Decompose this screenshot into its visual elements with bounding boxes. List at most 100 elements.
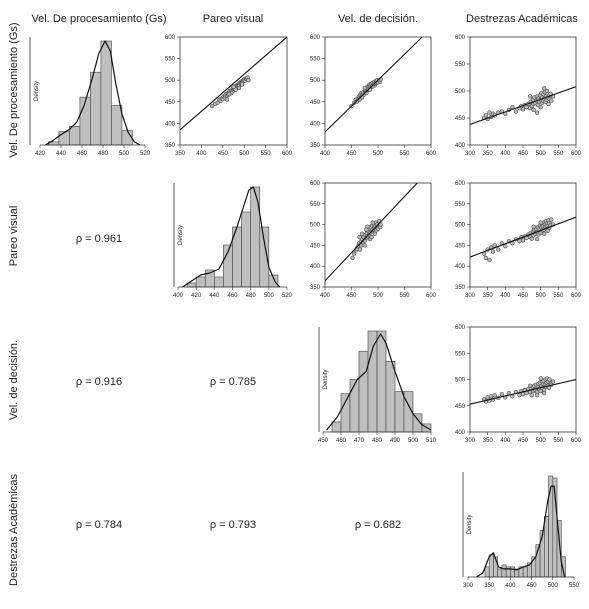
y-tick-label: 400	[165, 121, 176, 127]
data-point	[209, 103, 215, 109]
correlation-label-r3c0: ρ = 0.784	[76, 519, 122, 531]
histogram-bar	[100, 40, 112, 146]
data-point	[529, 236, 534, 241]
x-tick-label: 500	[373, 293, 384, 299]
histogram-panel-2: Density 450 460 470 480 490 500 510	[318, 327, 437, 444]
histogram-panel-3: Density 300 350 400 450 500 550	[462, 472, 580, 589]
data-point	[499, 392, 504, 397]
histogram-bar	[111, 105, 123, 146]
correlation-label-r3c2: ρ = 0.682	[355, 519, 401, 531]
y-tick-label: 400	[455, 143, 466, 149]
data-point	[544, 88, 550, 94]
data-point	[231, 84, 236, 89]
fit-line	[180, 37, 287, 131]
x-tick-label: 460	[336, 438, 347, 444]
x-tick-label: 300	[465, 151, 476, 157]
data-point	[531, 107, 536, 113]
data-point	[549, 98, 554, 103]
x-tick-label: 510	[426, 438, 437, 444]
x-tick-label: 400	[500, 438, 511, 444]
data-point	[529, 393, 534, 398]
y-tick-label: 450	[455, 404, 466, 410]
density-label: Density	[178, 225, 184, 245]
x-tick-label: 400	[505, 583, 516, 589]
scatter-panel-r0c3: 300 350 400 450 500 550 600 400 450 500 550 600	[455, 35, 582, 157]
y-tick-label: 600	[455, 325, 466, 331]
x-tick-label: 550	[553, 151, 564, 157]
histogram-bar	[394, 391, 405, 433]
data-point	[546, 101, 551, 107]
x-tick-label: 500	[408, 438, 419, 444]
x-tick-label: 350	[483, 293, 494, 299]
x-tick-label: 420	[35, 151, 46, 157]
histogram-bar	[349, 379, 360, 433]
histogram-bar	[58, 131, 70, 146]
histogram-bar	[241, 211, 251, 288]
histogram-bar	[195, 276, 206, 288]
x-tick-label: 600	[426, 293, 437, 299]
column-header-1: Pareo visual	[203, 13, 264, 25]
x-tick-label: 350	[483, 438, 494, 444]
y-tick-label: 600	[165, 35, 176, 41]
row-header-0: Vel. De procesamiento (Gs)	[8, 22, 20, 157]
y-tick-label: 500	[310, 223, 321, 229]
data-point	[520, 107, 526, 112]
y-tick-label: 350	[310, 285, 321, 291]
x-tick-label: 500	[536, 293, 547, 299]
data-point	[359, 231, 365, 236]
density-label: Density	[323, 369, 329, 389]
x-tick-label: 550	[569, 583, 580, 589]
x-tick-label: 460	[77, 151, 88, 157]
x-tick-label: 350	[483, 151, 494, 157]
row-header-1: Pareo visual	[8, 206, 20, 267]
x-tick-label: 440	[209, 293, 220, 299]
x-tick-label: 550	[399, 151, 410, 157]
x-tick-label: 460	[227, 293, 238, 299]
y-tick-label: 550	[455, 202, 466, 208]
density-curve	[326, 333, 432, 431]
fit-line	[325, 183, 419, 282]
x-tick-label: 600	[426, 151, 437, 157]
histogram-panel-1: Density 400 420 440 460 480 500 520	[173, 183, 293, 299]
data-point	[496, 247, 501, 252]
y-tick-label: 500	[310, 78, 321, 84]
x-tick-label: 400	[500, 293, 511, 299]
correlation-label-r1c0: ρ = 0.961	[76, 233, 122, 245]
data-point	[362, 243, 367, 248]
y-tick-label: 350	[165, 143, 176, 149]
data-point	[538, 220, 543, 225]
y-tick-label: 600	[455, 35, 466, 41]
x-tick-label: 450	[346, 151, 357, 157]
y-tick-label: 450	[455, 116, 466, 122]
data-point	[534, 393, 540, 398]
x-tick-label: 600	[571, 151, 582, 157]
data-point	[517, 239, 522, 244]
data-point	[490, 249, 496, 254]
data-point	[357, 247, 363, 252]
x-tick-label: 350	[484, 583, 495, 589]
data-point	[547, 377, 552, 382]
data-point	[362, 85, 367, 91]
y-tick-label: 400	[455, 430, 466, 436]
y-tick-label: 500	[455, 378, 466, 384]
correlation-label-r3c1: ρ = 0.793	[210, 519, 256, 531]
histogram-bar	[367, 330, 378, 433]
data-point	[483, 113, 489, 118]
x-tick-label: 520	[140, 151, 151, 157]
x-tick-label: 400	[196, 151, 207, 157]
density-curve	[182, 186, 281, 288]
scatter-panel-r1c2: 400 450 500 550 600 350 400 450 500 550 600	[310, 181, 437, 299]
x-tick-label: 480	[372, 438, 383, 444]
fit-line	[470, 378, 576, 405]
data-point	[534, 237, 540, 242]
x-tick-label: 550	[261, 151, 272, 157]
density-curve	[476, 485, 566, 578]
histogram-bar	[385, 360, 396, 433]
data-point	[549, 217, 554, 222]
data-point	[483, 255, 489, 261]
scatter-panel-r0c2: 400 450 500 550 600 350 400 450 500 550 600	[310, 35, 437, 157]
y-tick-label: 400	[310, 264, 321, 270]
fit-line	[470, 86, 576, 125]
x-tick-label: 400	[173, 293, 184, 299]
y-tick-label: 550	[310, 57, 321, 63]
